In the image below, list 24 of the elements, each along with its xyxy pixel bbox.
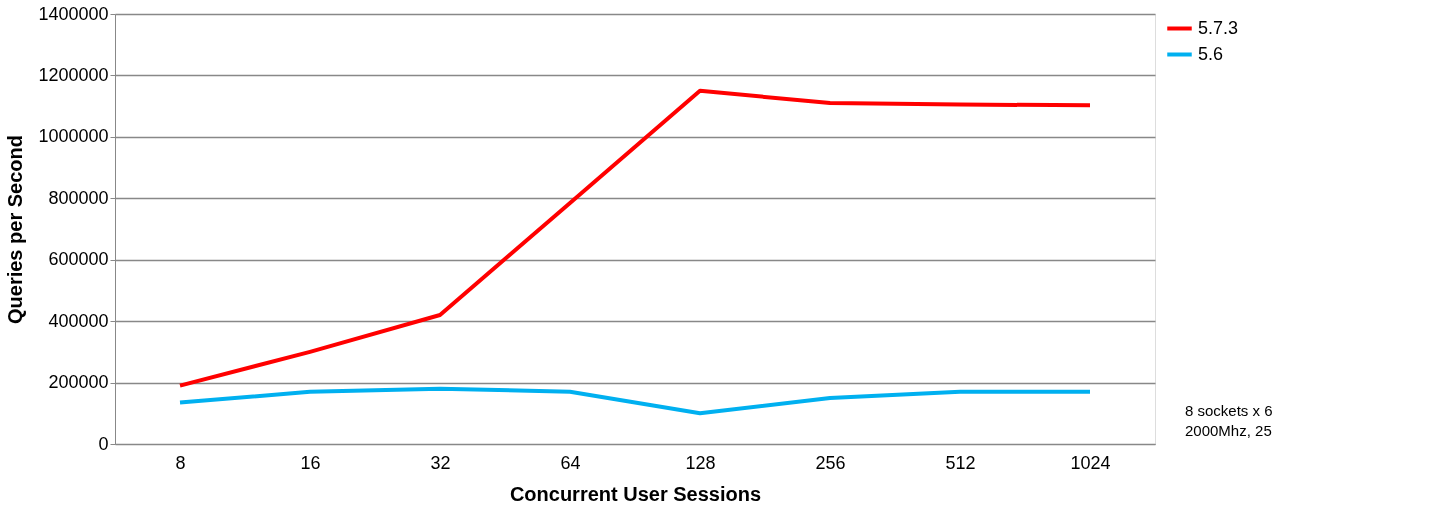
x-tick-label: 256 (815, 452, 846, 473)
y-tick-label: 0 (98, 433, 109, 454)
x-tick-label: 512 (945, 452, 976, 473)
text: 8 sockets x 6 (1185, 402, 1273, 419)
y-tick-label: 1400000 (38, 3, 109, 24)
line-series (178, 386, 1092, 416)
x-tick-label: 16 (300, 452, 321, 473)
x-tick-label: 128 (685, 452, 716, 473)
x-axis-title: Concurrent User Sessions (509, 482, 762, 505)
y-axis-title: Queries per Second (4, 135, 27, 324)
legend-label: 5.6 (1198, 43, 1224, 64)
y-tick-label: 400000 (48, 310, 109, 331)
x-tick-label: 8 (175, 452, 186, 473)
x-tick-label: 32 (430, 452, 451, 473)
x-tick-label: 64 (560, 452, 581, 473)
x-tick-label: 1024 (1070, 452, 1111, 473)
y-tick-label: 1200000 (38, 64, 109, 85)
line-series (178, 88, 1092, 388)
legend-label: 5.7.3 (1198, 17, 1239, 38)
y-tick-label: 1000000 (38, 126, 109, 147)
y-tick-label: 200000 (48, 372, 109, 393)
text: 2000Mhz, 25 (1185, 422, 1272, 439)
y-tick-label: 800000 (48, 187, 109, 208)
y-tick-label: 600000 (48, 249, 109, 270)
